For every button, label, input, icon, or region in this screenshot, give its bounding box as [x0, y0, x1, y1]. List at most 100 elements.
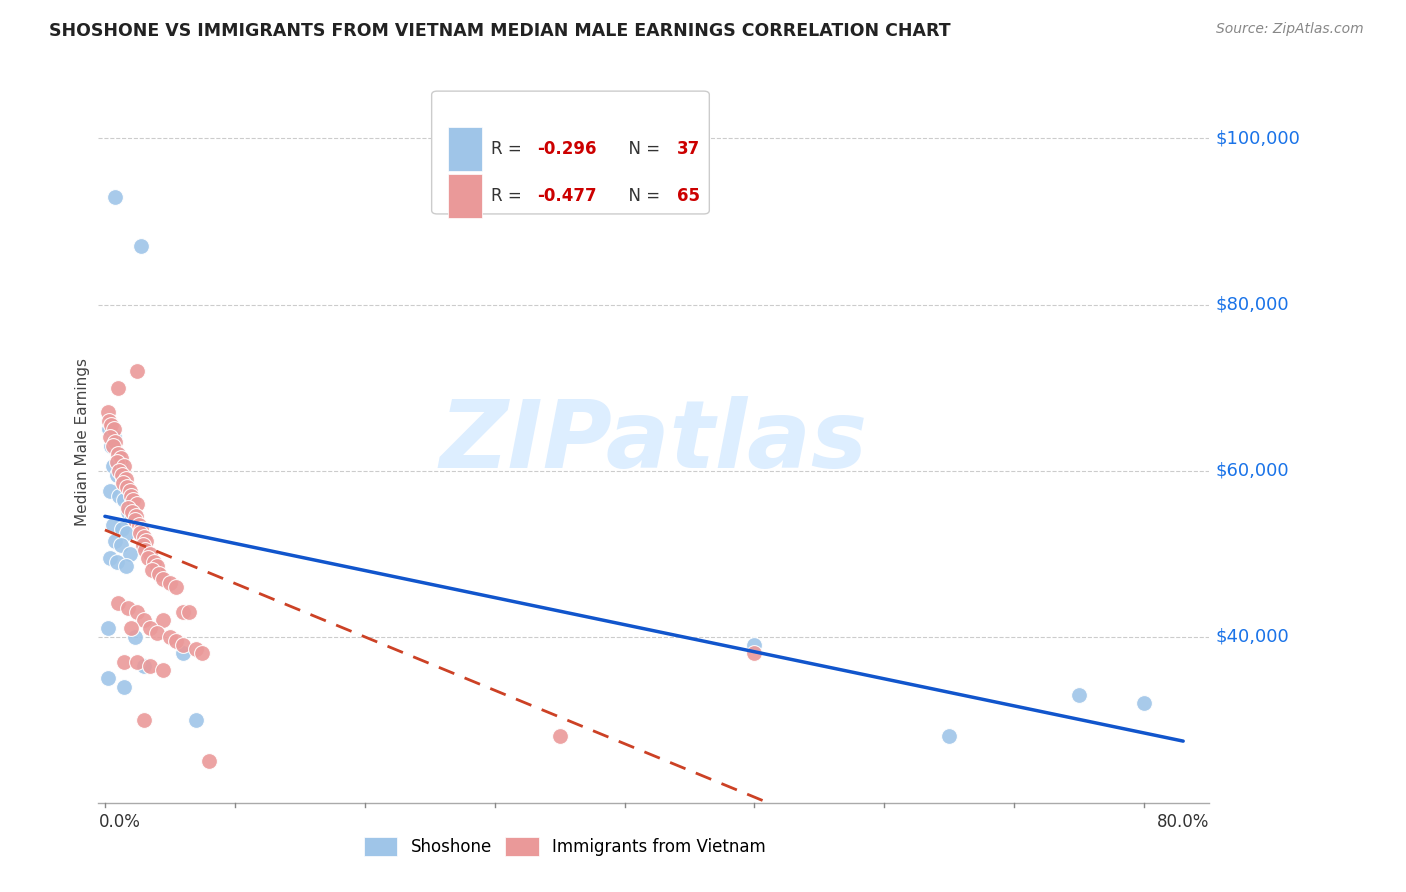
Point: [143, 555, 166, 569]
Point: [97, 422, 120, 436]
Point: [112, 680, 135, 694]
Point: [122, 492, 145, 507]
Point: [146, 625, 169, 640]
Point: [127, 364, 149, 378]
Point: [98, 484, 121, 499]
Point: [121, 505, 143, 519]
Point: [128, 517, 150, 532]
Point: [548, 730, 571, 744]
Point: [105, 467, 128, 482]
Point: [134, 542, 156, 557]
Point: [132, 713, 155, 727]
FancyBboxPatch shape: [432, 91, 710, 214]
Point: [115, 525, 138, 540]
Point: [108, 489, 131, 503]
Point: [100, 417, 122, 432]
Text: $40,000: $40,000: [1216, 628, 1289, 646]
Point: [152, 572, 174, 586]
Point: [107, 597, 129, 611]
Point: [97, 414, 120, 428]
Point: [110, 455, 132, 469]
Point: [139, 658, 162, 673]
Text: R =: R =: [491, 187, 526, 205]
Point: [159, 630, 181, 644]
Point: [744, 638, 766, 652]
Point: [124, 513, 146, 527]
Point: [125, 509, 148, 524]
Point: [112, 655, 135, 669]
Point: [107, 447, 129, 461]
Point: [129, 239, 152, 253]
Point: [107, 380, 129, 394]
Point: [124, 630, 146, 644]
Point: [104, 534, 127, 549]
Text: -0.296: -0.296: [537, 140, 596, 158]
Point: [152, 613, 174, 627]
Text: 65: 65: [678, 187, 700, 205]
Point: [114, 559, 136, 574]
Text: Source: ZipAtlas.com: Source: ZipAtlas.com: [1216, 22, 1364, 37]
Text: 80.0%: 80.0%: [1157, 813, 1209, 830]
Point: [110, 538, 132, 552]
Point: [112, 472, 135, 486]
Point: [112, 476, 135, 491]
Point: [122, 509, 145, 524]
Point: [159, 575, 181, 590]
Point: [112, 459, 135, 474]
Legend: Shoshone, Immigrants from Vietnam: Shoshone, Immigrants from Vietnam: [357, 830, 772, 863]
Point: [105, 555, 128, 569]
Text: R =: R =: [491, 140, 526, 158]
Point: [120, 621, 142, 635]
Point: [101, 517, 124, 532]
Point: [120, 513, 142, 527]
Point: [139, 621, 162, 635]
Point: [100, 439, 122, 453]
Point: [165, 633, 187, 648]
Point: [101, 439, 124, 453]
Point: [184, 713, 207, 727]
Point: [107, 447, 129, 461]
Point: [1069, 688, 1091, 702]
Point: [117, 505, 139, 519]
Point: [110, 451, 132, 466]
Point: [104, 189, 127, 203]
Point: [117, 500, 139, 515]
Text: 0.0%: 0.0%: [98, 813, 141, 830]
Point: [198, 754, 221, 768]
Point: [135, 534, 157, 549]
Text: $100,000: $100,000: [1216, 129, 1301, 147]
Point: [179, 605, 201, 619]
Point: [152, 663, 174, 677]
Point: [120, 489, 142, 503]
Text: ZIPatlas: ZIPatlas: [440, 395, 868, 488]
Point: [744, 646, 766, 660]
Bar: [449, 174, 482, 218]
Point: [127, 605, 149, 619]
Text: N =: N =: [619, 187, 665, 205]
Point: [148, 567, 170, 582]
Point: [1133, 696, 1156, 710]
Text: $80,000: $80,000: [1216, 295, 1289, 313]
Point: [117, 600, 139, 615]
Point: [118, 547, 141, 561]
Point: [127, 497, 149, 511]
Point: [191, 646, 214, 660]
Point: [132, 530, 155, 544]
Point: [132, 613, 155, 627]
Point: [172, 646, 194, 660]
Point: [146, 559, 169, 574]
Point: [103, 430, 125, 444]
Point: [172, 605, 194, 619]
Point: [129, 522, 152, 536]
Point: [184, 642, 207, 657]
Point: [101, 459, 124, 474]
Point: [98, 550, 121, 565]
Y-axis label: Median Male Earnings: Median Male Earnings: [75, 358, 90, 525]
Point: [114, 472, 136, 486]
Point: [139, 547, 162, 561]
Point: [104, 434, 127, 449]
Text: SHOSHONE VS IMMIGRANTS FROM VIETNAM MEDIAN MALE EARNINGS CORRELATION CHART: SHOSHONE VS IMMIGRANTS FROM VIETNAM MEDI…: [49, 22, 950, 40]
Point: [112, 492, 135, 507]
Point: [141, 563, 163, 577]
Point: [111, 522, 134, 536]
